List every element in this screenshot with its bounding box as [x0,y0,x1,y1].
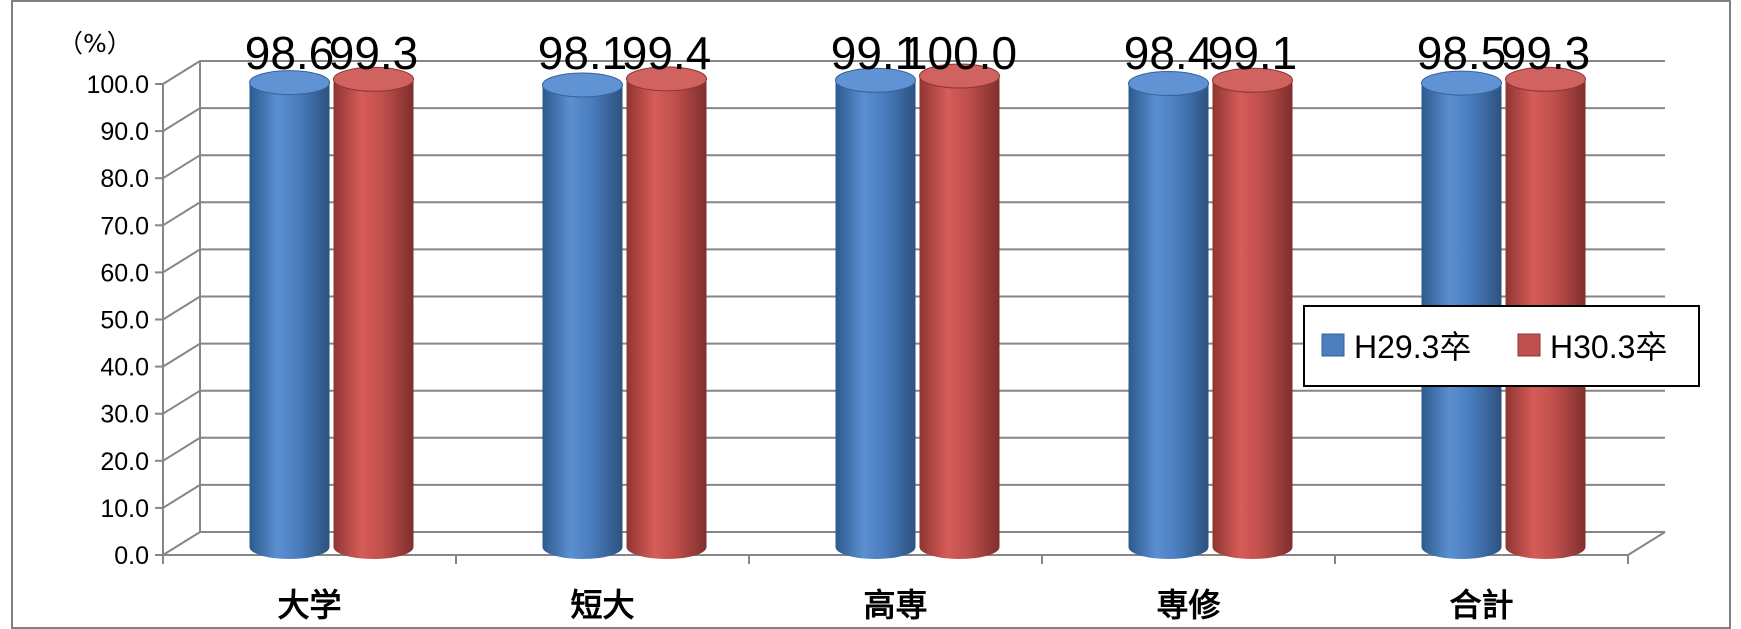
legend-box [1303,305,1700,387]
bar-cap [542,72,623,98]
legend-swatch [1517,333,1541,357]
data-label: 98.1 [538,27,628,79]
y-tick-label: 30.0 [100,401,149,429]
y-tick-label: 70.0 [100,212,149,240]
y-tick-label: 40.0 [100,354,149,382]
bar [835,67,916,559]
floor-edge [1627,531,1666,556]
y-tick-label: 0.0 [114,542,149,570]
data-label: 99.3 [1501,27,1591,79]
bar-body [333,79,414,559]
bar-body [835,80,916,559]
bar [333,66,414,559]
x-category-label: 大学 [277,586,341,624]
y-tick-label: 10.0 [100,495,149,523]
bar-body [1128,83,1209,559]
x-category-label: 専修 [1156,586,1221,624]
bar-cap [333,66,414,92]
legend-entry: H29.3卒 [1354,329,1471,365]
y-tick-label: 20.0 [100,448,149,476]
bar-cap [626,66,707,92]
data-label: 100.0 [902,27,1017,79]
data-label: 98.4 [1124,27,1214,79]
bar-cap [1212,67,1293,93]
bar-cap [1421,70,1502,96]
legend-swatch [1321,333,1345,357]
x-category-label: 短大 [570,586,634,624]
x-category-label: 合計 [1449,586,1513,624]
y-tick-label: 90.0 [100,118,149,146]
data-label: 99.3 [329,27,419,79]
bar-cap [835,67,916,93]
bar [1212,67,1293,559]
labels: 0.0 10.0 20.0 30.0 40.0 50.0 60.0 70.0 80.0 90.0 1… [86,27,1590,624]
legend-entry: H30.3卒 [1550,329,1667,365]
bar-cap [1128,71,1209,97]
bar-cap [249,70,330,96]
data-label: 99.1 [1208,27,1298,79]
y-tick-label: 80.0 [100,165,149,193]
bar-body [919,76,1000,559]
bar-body [249,82,330,560]
bar-body [1212,80,1293,559]
data-label: 98.6 [245,27,335,79]
bar [626,66,707,560]
bar-body [542,84,623,559]
bars [249,63,1586,560]
bar [542,72,623,559]
legend: H29.3卒 H30.3卒 [1303,305,1700,387]
bar-body [626,78,707,560]
data-label: 99.4 [622,27,712,79]
y-tick-label: 60.0 [100,259,149,287]
data-label: 98.5 [1417,27,1507,79]
y-tick-label: 50.0 [100,307,149,335]
bar [249,70,330,560]
data-label: 99.1 [831,27,921,79]
bar-cap [919,63,1000,89]
bar [1128,71,1209,559]
bar-cap [1505,66,1586,92]
bar [919,63,1000,559]
y-axis-unit-label: （%） [58,29,132,58]
y-tick-label: 100.0 [86,71,149,99]
x-category-label: 高専 [863,586,927,624]
